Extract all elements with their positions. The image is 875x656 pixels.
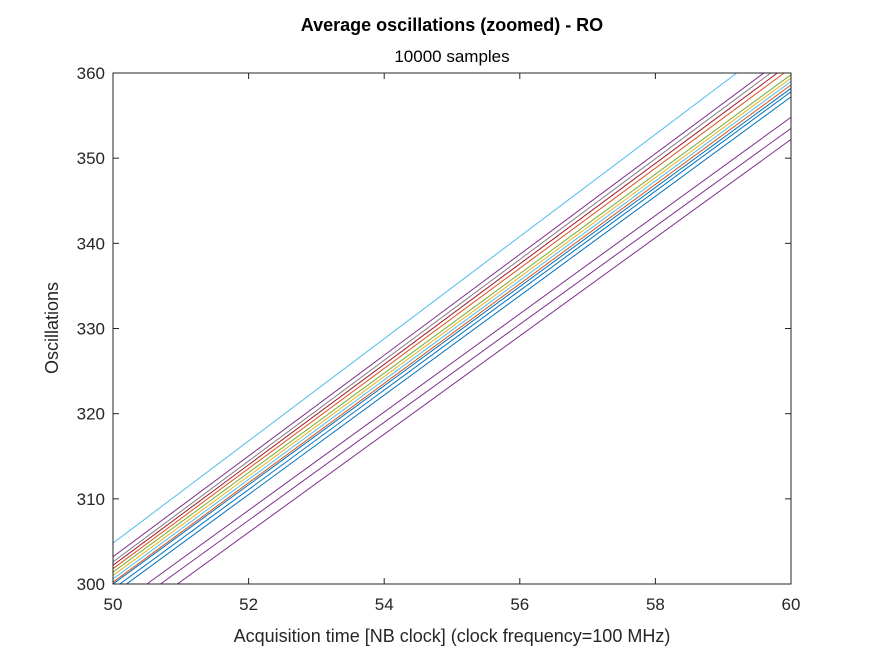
plot-frame [112, 72, 792, 585]
series-line-14 [160, 127, 791, 584]
series-line-11 [119, 91, 791, 584]
x-tick-label-4: 56 [510, 595, 529, 614]
chart-title: Average oscillations (zoomed) - RO [301, 15, 603, 35]
series-line-2 [113, 73, 765, 558]
series-line-7 [113, 77, 791, 576]
series-line-1 [113, 73, 738, 544]
series-line-3 [113, 73, 771, 563]
series-line-12 [126, 96, 791, 584]
x-tick-label-1: 50 [104, 595, 123, 614]
y-axis-label: Oscillations [42, 282, 62, 374]
y-tick-label-7: 360 [77, 64, 105, 83]
y-tick-label-2: 310 [77, 490, 105, 509]
x-axis-label: Acquisition time [NB clock] (clock frequ… [234, 626, 671, 646]
series-line-6 [113, 74, 791, 573]
x-tick-label-3: 54 [375, 595, 394, 614]
series-line-8 [113, 81, 791, 580]
x-tick-label-2: 52 [239, 595, 258, 614]
series-line-13 [146, 116, 791, 584]
series-line-4 [113, 73, 778, 566]
y-tick-label-4: 330 [77, 320, 105, 339]
y-tick-label-3: 320 [77, 405, 105, 424]
y-tick-label-5: 340 [77, 234, 105, 253]
series-group [113, 73, 791, 584]
series-line-9 [113, 84, 791, 583]
series-line-10 [113, 87, 791, 584]
y-tick-label-1: 300 [77, 575, 105, 594]
x-tick-label-6: 60 [782, 595, 801, 614]
chart-subtitle: 10000 samples [394, 47, 509, 66]
x-tick-label-5: 58 [646, 595, 665, 614]
series-line-15 [177, 139, 791, 584]
series-line-5 [113, 73, 785, 570]
y-tick-label-6: 350 [77, 149, 105, 168]
